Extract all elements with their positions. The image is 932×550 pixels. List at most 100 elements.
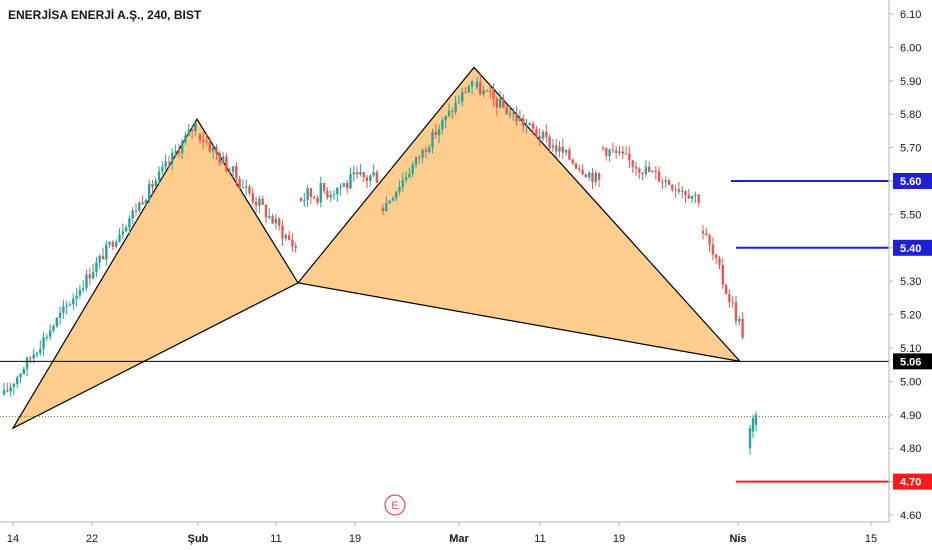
candle-body (19, 374, 22, 378)
pattern-triangle-bcd (296, 66, 742, 363)
candle-body (319, 183, 322, 203)
candle-body (82, 288, 85, 290)
candle-body (437, 129, 441, 136)
candle-body (401, 179, 404, 187)
candle-body (721, 264, 724, 285)
price-tick-label: 5.80 (900, 109, 921, 121)
time-tick-label: 11 (534, 533, 545, 545)
candle-body (329, 194, 332, 198)
candle-body (428, 147, 431, 152)
candle-body (105, 244, 108, 260)
candle-body (174, 151, 177, 153)
candle-body (336, 187, 339, 195)
candle-body (512, 113, 515, 115)
candle-body (218, 153, 221, 164)
candle-body (381, 207, 385, 212)
candle-body (611, 149, 615, 151)
candle-body (538, 135, 541, 139)
candle-body (198, 134, 202, 140)
candle-body (457, 101, 461, 103)
candle-body (505, 107, 508, 115)
candle-body (605, 147, 608, 156)
candle-body (91, 272, 95, 279)
candle-body (157, 171, 161, 181)
candle-body (225, 156, 228, 172)
candle-body (181, 141, 184, 154)
candle-body (644, 166, 648, 174)
candle-body (128, 218, 131, 228)
time-tick-label: Mar (449, 533, 469, 545)
candle-body (588, 172, 591, 178)
price-label-box (893, 353, 932, 370)
candle-body (508, 113, 512, 115)
candle-body (9, 386, 12, 392)
pattern-triangle-xab (11, 118, 299, 430)
candle-body (52, 326, 55, 331)
candle-body (467, 86, 470, 93)
price-label-text: 5.60 (900, 176, 921, 188)
candle-body (441, 120, 444, 130)
candle-body (654, 171, 657, 173)
candle-body (548, 136, 551, 148)
candle-body (167, 161, 171, 163)
candle-body (591, 172, 594, 183)
event-marker[interactable]: E (384, 494, 406, 516)
candle-body (741, 318, 744, 338)
candle-body (95, 262, 98, 273)
candle-body (375, 172, 379, 183)
candle-body (651, 171, 654, 173)
candle-body (489, 91, 492, 93)
candle-body (694, 194, 697, 196)
candle-body (674, 189, 677, 191)
candle-body (574, 163, 578, 169)
candle-body (271, 215, 274, 224)
candle-body (138, 202, 141, 211)
candle-body (594, 173, 597, 183)
time-tick-label: 14 (7, 533, 19, 545)
candle-body (184, 135, 187, 142)
candle-body (362, 172, 365, 178)
price-tick-label: 5.10 (900, 343, 921, 355)
candle-body (561, 146, 564, 153)
earnings-event-icon[interactable] (384, 494, 406, 516)
candle-body (16, 377, 19, 384)
candle-body (352, 172, 355, 175)
candle-body (68, 304, 72, 306)
candle-body (346, 183, 349, 189)
price-label-box (893, 239, 932, 256)
price-tick-label: 5.00 (900, 376, 921, 388)
candle-body (349, 174, 352, 189)
candle-body (148, 183, 151, 200)
candle-body (664, 180, 667, 182)
candle-body (274, 218, 278, 224)
price-tick-label: 4.80 (900, 443, 921, 455)
candle-body (424, 149, 428, 152)
candle-body (638, 168, 641, 173)
candle-body (418, 157, 421, 159)
candle-body (294, 246, 297, 249)
candle-body (118, 234, 121, 242)
price-label-box (893, 473, 932, 490)
time-tick-label: 15 (865, 533, 877, 545)
candle-body (359, 172, 362, 175)
candle-body (72, 298, 75, 305)
candle-body (287, 235, 291, 240)
price-label-text: 4.70 (900, 477, 921, 489)
candle-body (608, 149, 611, 156)
candle-body (479, 81, 482, 95)
candle-body (35, 352, 39, 355)
candle-body (372, 172, 375, 176)
candlestick-series (2, 74, 758, 455)
candle-body (705, 233, 708, 236)
candle-body (212, 147, 215, 152)
candle-body (355, 172, 359, 175)
candle-body (634, 166, 638, 169)
price-tick-label: 5.90 (900, 76, 921, 88)
candle-body (687, 195, 690, 199)
candle-body (49, 330, 52, 337)
candle-body (124, 227, 128, 232)
candle-body (268, 215, 271, 218)
candle-body (555, 145, 558, 152)
candle-body (498, 98, 502, 108)
